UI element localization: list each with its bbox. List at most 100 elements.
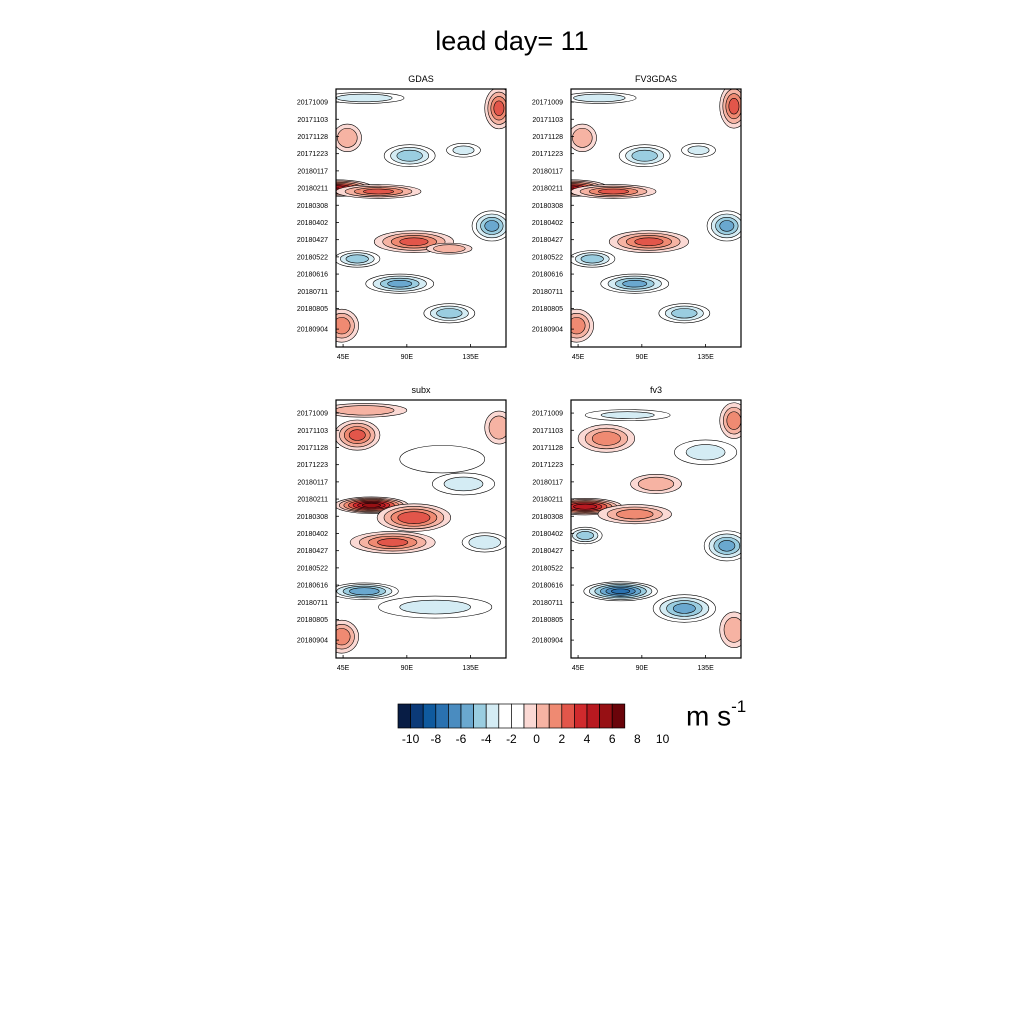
contour-level xyxy=(433,244,466,253)
negative-anomaly xyxy=(652,594,716,623)
units-exponent: -1 xyxy=(731,697,747,716)
y-tick-label: 20171223 xyxy=(532,151,563,158)
contour-level xyxy=(597,188,629,195)
colorbar-swatch xyxy=(422,703,437,729)
y-tick-label: 20180904 xyxy=(297,327,328,334)
y-tick-label: 20180402 xyxy=(532,531,563,538)
colorbar-swatch xyxy=(523,703,537,729)
y-tick-label: 20180711 xyxy=(532,600,563,607)
contour-level xyxy=(723,616,741,643)
contour-level xyxy=(573,503,598,510)
y-tick-label: 20171103 xyxy=(532,117,563,124)
y-tick-label: 20171103 xyxy=(297,428,328,435)
contour-level xyxy=(719,220,735,232)
y-tick-label: 20171223 xyxy=(297,462,328,469)
negative-anomaly xyxy=(618,144,671,168)
y-tick-label: 20180616 xyxy=(297,583,328,590)
contour-level xyxy=(436,308,463,319)
negative-anomaly xyxy=(600,273,670,294)
contour-level xyxy=(572,127,593,148)
y-tick-label: 20180308 xyxy=(532,203,563,210)
contour-level xyxy=(362,188,394,195)
negative-anomaly xyxy=(461,532,506,553)
y-tick-label: 20180616 xyxy=(532,583,563,590)
contour-level xyxy=(377,538,409,547)
panel-title: FV3GDAS xyxy=(635,74,677,84)
colorbar-label: 10 xyxy=(656,732,670,746)
x-tick-label: 135E xyxy=(697,354,714,361)
colorbar-swatch xyxy=(574,703,588,729)
plot-frame xyxy=(335,399,507,659)
y-tick-label: 20171128 xyxy=(297,134,328,141)
contour-level xyxy=(672,603,696,614)
positive-anomaly xyxy=(571,123,597,152)
contour-level xyxy=(573,93,626,103)
negative-anomaly xyxy=(584,409,671,421)
contour-level xyxy=(726,411,741,430)
contour-level xyxy=(336,405,395,416)
x-tick-label: 135E xyxy=(462,354,479,361)
positive-anomaly xyxy=(719,611,741,648)
y-tick-label: 20180308 xyxy=(297,203,328,210)
y-tick-label: 20180402 xyxy=(297,220,328,227)
positive-anomaly xyxy=(336,123,362,152)
plot-frame xyxy=(570,399,742,659)
contour-level xyxy=(361,502,381,508)
negative-anomaly xyxy=(431,472,495,496)
colorbar-swatch xyxy=(599,703,613,729)
contour-level xyxy=(396,149,423,162)
x-tick-label: 135E xyxy=(462,665,479,672)
y-tick-label: 20180522 xyxy=(297,565,328,572)
y-tick-label: 20180402 xyxy=(532,220,563,227)
x-tick-label: 90E xyxy=(636,665,649,672)
contour-level xyxy=(728,97,740,115)
y-tick-label: 20171103 xyxy=(532,428,563,435)
positive-anomaly xyxy=(376,503,452,532)
positive-anomaly xyxy=(426,242,473,255)
positive-anomaly xyxy=(484,89,506,130)
contour-level xyxy=(687,145,710,155)
y-tick-label: 20171009 xyxy=(532,411,563,418)
field xyxy=(571,402,741,648)
y-tick-label: 20180904 xyxy=(532,327,563,334)
y-tick-label: 20171009 xyxy=(297,411,328,418)
colorbar-label: -4 xyxy=(481,732,492,746)
negative-anomaly xyxy=(706,210,741,242)
colorbar-swatch xyxy=(448,703,462,729)
y-tick-label: 20180616 xyxy=(532,272,563,279)
colorbar-label: -10 xyxy=(402,732,420,746)
colorbar: -10 -8 -6 -4 -2 0 2 4 6 8 10 xyxy=(397,703,670,746)
colorbar-swatch xyxy=(611,703,626,729)
y-tick-label: 20171223 xyxy=(297,151,328,158)
field xyxy=(571,89,741,343)
colorbar-swatch xyxy=(473,703,487,729)
y-tick-label: 20180427 xyxy=(532,548,563,555)
y-tick-label: 20180904 xyxy=(532,638,563,645)
y-tick-label: 20171223 xyxy=(532,462,563,469)
y-tick-label: 20171128 xyxy=(297,445,328,452)
contour-level xyxy=(336,317,351,335)
negative-anomaly xyxy=(423,303,476,324)
plot-frame xyxy=(570,88,742,348)
negative-anomaly xyxy=(681,143,716,158)
y-tick-label: 20180211 xyxy=(297,497,328,504)
positive-anomaly xyxy=(336,308,359,343)
y-tick-label: 20171009 xyxy=(297,100,328,107)
positive-anomaly xyxy=(336,496,409,514)
contour-level xyxy=(348,429,366,441)
x-tick-label: 135E xyxy=(697,665,714,672)
contour-level xyxy=(488,415,506,440)
positive-anomaly xyxy=(719,89,741,129)
colorbar-swatch xyxy=(397,703,411,729)
positive-anomaly xyxy=(349,531,436,554)
positive-anomaly xyxy=(630,474,682,494)
y-tick-label: 20171128 xyxy=(532,445,563,452)
contour-level xyxy=(349,587,380,596)
colorbar-swatch xyxy=(498,703,512,729)
panel-3: fv3 20171009 20171103 20171128 20171223 20180… xyxy=(532,385,742,672)
colorbar-swatch xyxy=(410,703,424,729)
contour-level xyxy=(345,254,369,264)
contour-level xyxy=(634,237,664,246)
contour-level xyxy=(336,628,351,646)
